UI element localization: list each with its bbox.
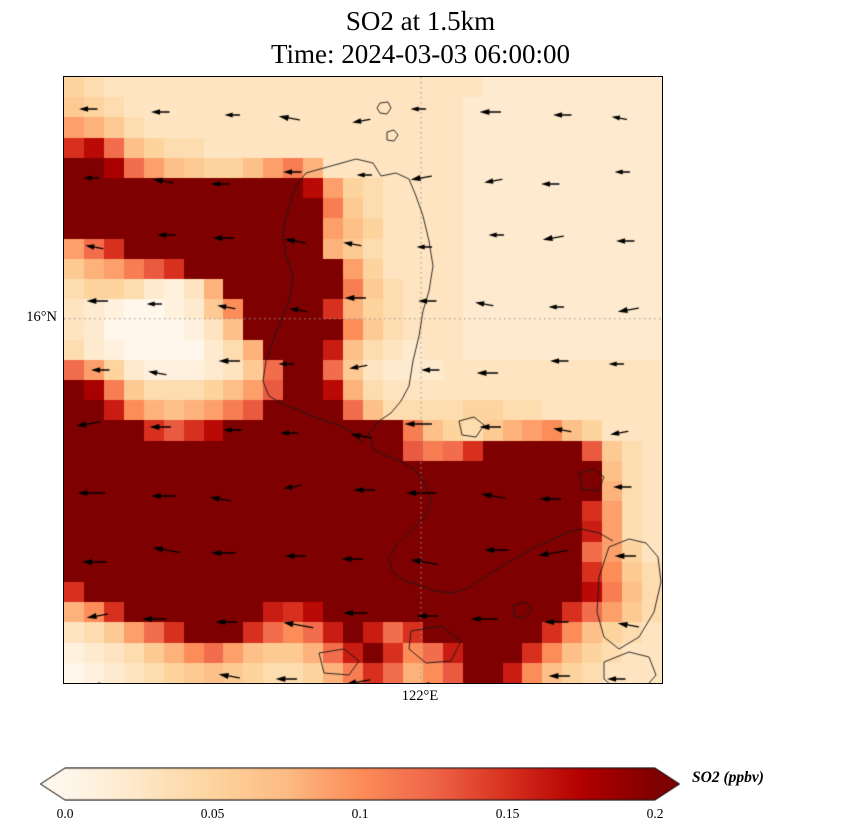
colorbar-tick-label: 0.15 [495,806,520,821]
colorbar-tick-label: 0.2 [646,806,664,821]
x-axis-tick-label: 122°E [401,688,439,704]
colorbar-tick-label: 0.05 [200,806,225,821]
map-overlay-canvas [64,77,662,683]
colorbar-ticks: 0.0 0.05 0.1 0.15 0.2 [57,806,664,824]
map-axes [63,76,663,684]
colorbar [40,767,680,801]
colorbar-tick-label: 0.0 [56,806,74,821]
colorbar-label: SO2 (ppbv) [692,769,764,786]
colorbar-gradient-canvas [40,767,680,801]
colorbar-tick-label: 0.1 [351,806,369,821]
plot-subtitle: Time: 2024-03-03 06:00:00 [270,39,571,69]
y-axis-tick-label: 16°N [26,309,57,325]
plot-title: SO2 at 1.5km [345,6,496,36]
